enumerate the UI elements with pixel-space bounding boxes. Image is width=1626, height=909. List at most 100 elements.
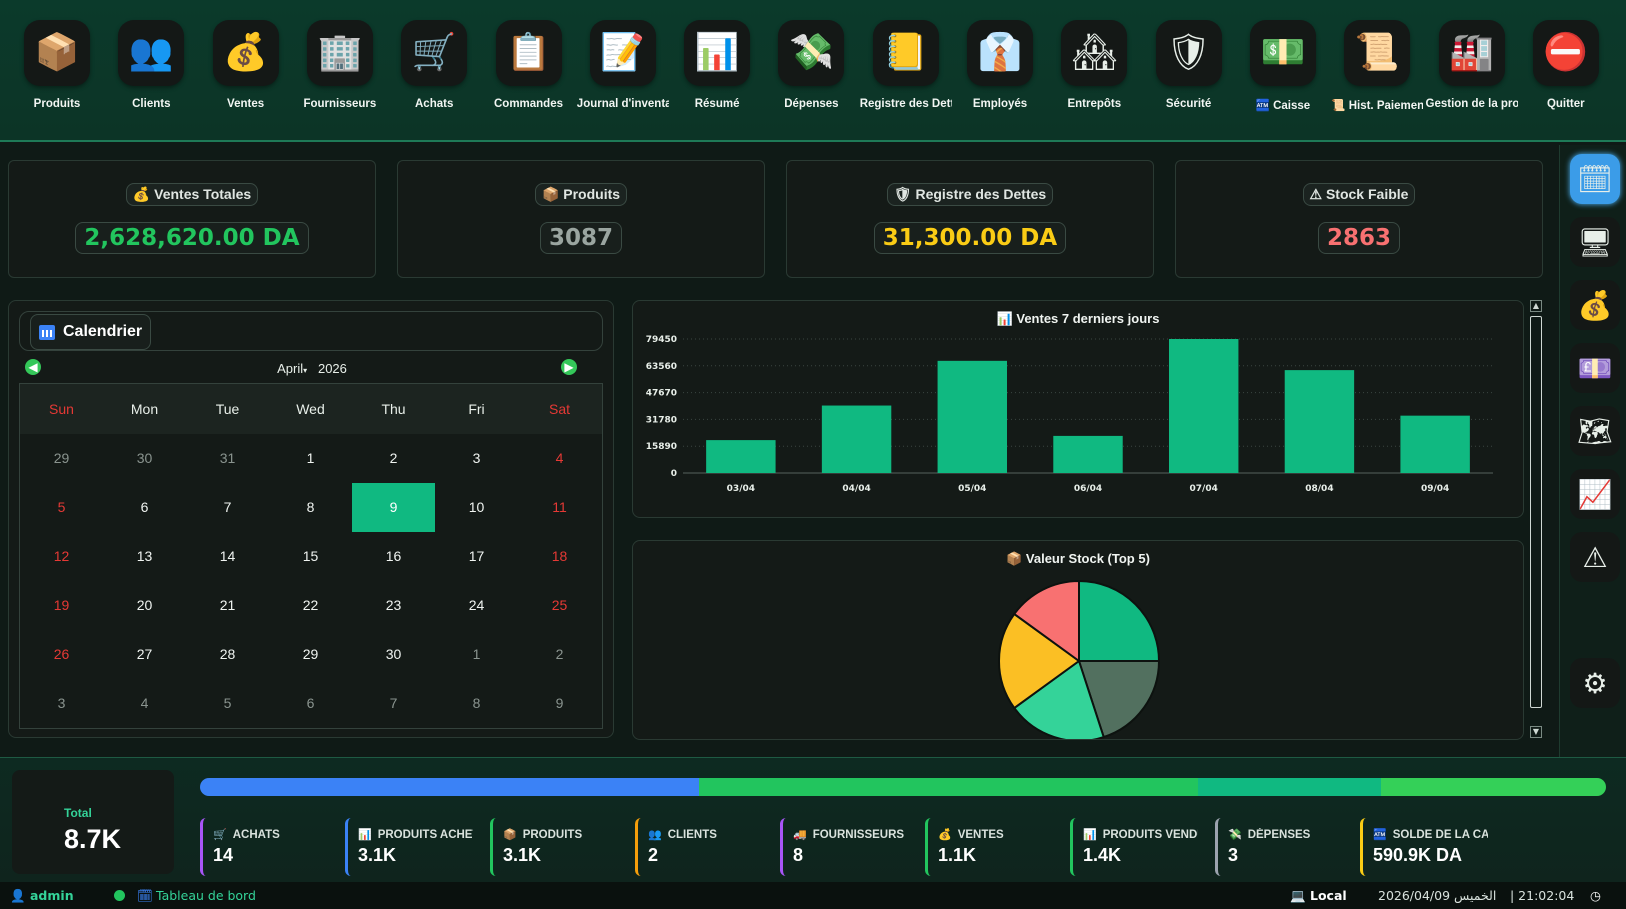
prev-month-button[interactable]: ◀ [25,359,41,375]
toolbar-button-11[interactable]: 🏘 Entrepôts [1048,20,1140,124]
calendar-day[interactable]: 18 [551,548,568,564]
calendar-day[interactable]: 12 [53,548,70,564]
toolbar-button-12[interactable]: 🛡 Sécurité [1143,20,1235,124]
toolbar-button-4[interactable]: 🛒 Achats [388,20,480,124]
toolbar-button-16[interactable]: ⛔ Quitter [1520,20,1612,124]
scroll-icon[interactable]: 📜 [1344,20,1411,86]
toolbar-button-8[interactable]: 💸 Dépenses [765,20,857,124]
gear-icon[interactable]: ⚙ [1570,658,1620,708]
calendar-day[interactable]: 1 [306,450,315,466]
toolbar-button-2[interactable]: 💰 Ventes [200,20,292,124]
calendar-day[interactable]: 5 [223,695,232,711]
calendar-day[interactable]: 7 [223,499,232,515]
toolbar-button-7[interactable]: 📊 Résumé [671,20,763,124]
calendar-day[interactable]: 29 [302,646,319,662]
factory-icon[interactable]: 🏭 [1438,20,1505,86]
scroll-thumb[interactable] [1530,316,1542,708]
sales-bar[interactable] [1053,435,1123,473]
calendar-day[interactable]: 16 [385,548,402,564]
sales-bar[interactable] [1400,415,1470,473]
calendar-day[interactable]: 8 [306,499,315,515]
banknote-icon[interactable]: 💷 [1570,343,1620,393]
calendar-day[interactable]: 28 [219,646,236,662]
calendar-day[interactable]: 11 [552,499,567,515]
cash-icon[interactable]: 💵 [1249,20,1316,86]
memo-icon[interactable]: 📝 [589,20,656,86]
money-bag-icon[interactable]: 💰 [1570,280,1620,330]
calendar-day[interactable]: 27 [136,646,153,662]
calendar-day[interactable]: 22 [302,597,319,613]
calendar-icon[interactable]: 🗓 [1570,154,1620,204]
calendar-day[interactable]: 2 [389,450,398,466]
pie-slice[interactable] [1012,659,1105,739]
calendar-day[interactable]: 9 [352,483,435,532]
sales-bar[interactable] [1284,370,1355,473]
calendar-day[interactable]: 4 [140,695,149,711]
clipboard-icon[interactable]: 📋 [495,20,562,86]
sales-bar[interactable] [821,405,892,473]
scroll-down-button[interactable]: ▼ [1530,726,1542,738]
calendar-day[interactable]: 21 [219,597,236,613]
toolbar-button-6[interactable]: 📝 Journal d'inventa [577,20,669,124]
calendar-day[interactable]: 10 [468,499,485,515]
sales-bar[interactable] [937,360,1007,473]
calendar-day[interactable]: 24 [468,597,485,613]
pie-slice[interactable] [1078,579,1161,662]
map-icon[interactable]: 🗺 [1570,406,1620,456]
calendar-day[interactable]: 17 [468,548,485,564]
toolbar-button-9[interactable]: 📒 Registre des Dettes [860,20,952,124]
houses-icon[interactable]: 🏘 [1061,20,1128,86]
month-label[interactable]: April [277,361,304,376]
calendar-day[interactable]: 14 [219,548,236,564]
calendar-day[interactable]: 19 [53,597,70,613]
calendar-day[interactable]: 29 [53,450,70,466]
calendar-day[interactable]: 30 [385,646,402,662]
calendar-day[interactable]: 30 [136,450,153,466]
toolbar-button-14[interactable]: 📜 📜 Hist. Paiement [1331,20,1423,124]
necktie-icon[interactable]: 👔 [967,20,1033,86]
money-bag-icon[interactable]: 💰 [212,20,279,86]
calendar-day[interactable]: 5 [57,499,66,515]
dashboard-scrollbar[interactable]: ▲ ▼ [1530,300,1544,740]
pie-slice[interactable] [1012,579,1080,663]
toolbar-button-13[interactable]: 💵 🏧 Caisse [1237,20,1329,124]
monitor-icon[interactable]: 🖥 [1570,217,1620,267]
calendar-day[interactable]: 25 [551,597,568,613]
no-entry-icon[interactable]: ⛔ [1532,20,1599,86]
trend-chart-icon[interactable]: 📈 [1570,469,1620,519]
calendar-day[interactable]: 3 [57,695,66,711]
calendar-day[interactable]: 2 [555,646,564,662]
toolbar-button-15[interactable]: 🏭 Gestion de la produ [1426,20,1518,124]
toolbar-button-10[interactable]: 👔 Employés [954,20,1046,124]
sales-bar[interactable] [1169,339,1239,473]
calendar-day[interactable]: 8 [472,695,481,711]
calendar-day[interactable]: 26 [53,646,70,662]
next-month-button[interactable]: ▶ [561,359,577,375]
calendar-day[interactable]: 15 [302,548,319,564]
toolbar-button-3[interactable]: 🏢 Fournisseurs [294,20,386,124]
calendar-day[interactable]: 1 [472,646,481,662]
pie-slice[interactable] [1077,660,1161,739]
ledger-icon[interactable]: 📒 [872,20,939,86]
pie-slice[interactable] [998,612,1081,710]
calendar-day[interactable]: 13 [136,548,153,564]
money-wings-icon[interactable]: 💸 [778,20,845,86]
chart-icon[interactable]: 📊 [684,20,751,86]
toolbar-button-5[interactable]: 📋 Commandes [483,20,575,124]
calendar-day[interactable]: 7 [389,695,398,711]
sales-bar[interactable] [706,440,776,473]
toolbar-button-1[interactable]: 👥 Clients [105,20,197,124]
calendar-day[interactable]: 23 [385,597,402,613]
calendar-day[interactable]: 31 [219,450,236,466]
cart-icon[interactable]: 🛒 [401,20,468,86]
year-label[interactable]: 2026 [317,361,347,376]
calendar-day[interactable]: 20 [136,597,153,613]
warning-icon[interactable]: ⚠ [1570,532,1620,582]
toolbar-button-0[interactable]: 📦 Produits [11,20,103,124]
calendar-day[interactable]: 6 [140,499,149,515]
box-icon[interactable]: 📦 [24,20,90,86]
calendar-day[interactable]: 9 [555,695,564,711]
building-icon[interactable]: 🏢 [306,20,373,86]
shield-icon[interactable]: 🛡 [1155,20,1222,86]
scroll-up-button[interactable]: ▲ [1530,300,1542,312]
